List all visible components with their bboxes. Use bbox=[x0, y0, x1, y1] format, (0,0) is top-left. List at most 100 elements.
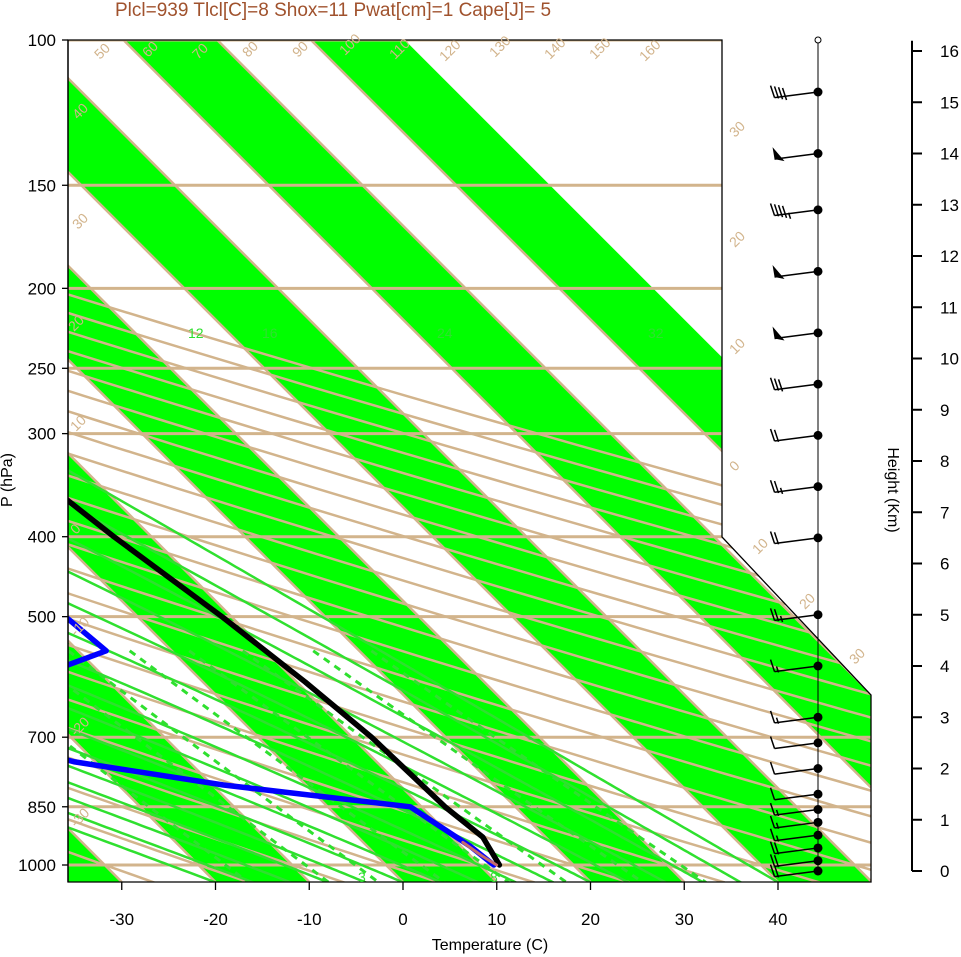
mixing-ratio-line bbox=[312, 649, 644, 882]
dry-adiabat bbox=[68, 40, 871, 882]
wind-barb-pennant bbox=[772, 265, 785, 280]
wind-barb-full bbox=[769, 203, 776, 216]
moist-adiabat bbox=[68, 287, 592, 882]
series-parcel-line bbox=[461, 840, 499, 867]
isotherm-label: 30 bbox=[69, 210, 91, 232]
dry-adiabat bbox=[68, 40, 871, 882]
temperature-tick-label: -30 bbox=[109, 910, 134, 929]
moist-adiabat bbox=[68, 287, 367, 882]
dry-adiabat bbox=[68, 40, 871, 882]
dry-adiabat bbox=[68, 40, 871, 882]
wind-barb-full bbox=[777, 204, 784, 218]
x-axis-label: Temperature (C) bbox=[432, 937, 548, 954]
moist-adiabat bbox=[68, 287, 480, 882]
wind-barb-full bbox=[769, 85, 776, 98]
wind-barb-shaft bbox=[774, 793, 819, 801]
mixing-ratio-line bbox=[68, 649, 380, 882]
temperature-band bbox=[68, 40, 685, 882]
wind-barb-full bbox=[773, 865, 780, 878]
wind-barb-shaft bbox=[774, 821, 819, 829]
temperature-tick-label: 40 bbox=[769, 910, 788, 929]
wind-barb-full bbox=[781, 205, 788, 219]
isotherm-label: 0 bbox=[726, 457, 743, 474]
isotherm-line bbox=[122, 40, 871, 882]
wind-barb-shaft bbox=[774, 767, 819, 775]
height-tick-label: 7 bbox=[940, 503, 949, 522]
wind-barb-full bbox=[773, 532, 780, 545]
temperature-tick-label: 20 bbox=[581, 910, 600, 929]
wind-barb-pennant bbox=[772, 147, 785, 162]
isotherm-label: 130 bbox=[486, 32, 514, 60]
height-tick-label: 2 bbox=[940, 760, 949, 779]
wind-top-marker bbox=[814, 36, 822, 44]
mixing-ratio-line bbox=[370, 649, 707, 882]
dry-adiabat bbox=[68, 40, 821, 882]
wind-barb-half bbox=[787, 212, 792, 219]
isotherm-label: 150 bbox=[586, 34, 614, 62]
pressure-tick-label: 500 bbox=[28, 608, 56, 627]
y-axis-label: P (hPa) bbox=[0, 453, 16, 507]
wind-barb-half bbox=[775, 666, 780, 673]
wind-barb-shaft bbox=[774, 834, 819, 842]
pressure-tick-label: 400 bbox=[28, 528, 56, 547]
height-tick-label: 15 bbox=[940, 93, 959, 112]
mixing-ratio-label: 32 bbox=[648, 325, 664, 341]
wind-barb-full bbox=[769, 480, 776, 493]
dry-adiabat bbox=[68, 40, 871, 882]
isotherm-line bbox=[68, 40, 871, 882]
wind-barb-shaft bbox=[774, 434, 819, 442]
chart-header: Plcl=939 Tlcl[C]=8 Shox=11 Pwat[cm]=1 Ca… bbox=[115, 0, 552, 21]
wind-barb-full bbox=[769, 608, 776, 621]
wind-barb-full bbox=[773, 608, 780, 622]
wind-barb-full bbox=[773, 378, 780, 391]
wind-barb-half bbox=[775, 717, 780, 724]
moist-adiabat bbox=[68, 287, 742, 882]
dry-adiabat bbox=[68, 40, 250, 882]
isotherm-line bbox=[68, 40, 311, 882]
moist-adiabat bbox=[68, 287, 254, 882]
wind-barb-shaft bbox=[774, 665, 819, 673]
mixing-ratio-line bbox=[188, 649, 510, 882]
mixing-ratio-label: 3 bbox=[358, 869, 366, 885]
moist-adiabat bbox=[68, 287, 630, 882]
wind-barb-shaft bbox=[774, 742, 819, 750]
wind-barb-full bbox=[781, 87, 788, 101]
pressure-tick-label: 300 bbox=[28, 425, 56, 444]
wind-barb-shaft bbox=[774, 716, 819, 724]
isotherm-line bbox=[68, 40, 404, 882]
moist-adiabat bbox=[68, 287, 705, 882]
height-tick-label: 11 bbox=[940, 298, 958, 317]
wind-barb-half bbox=[775, 809, 780, 817]
height-tick-label: 6 bbox=[940, 555, 949, 574]
height-tick-label: 1 bbox=[940, 811, 949, 830]
wind-barb-full bbox=[769, 428, 776, 442]
dry-adiabat bbox=[68, 40, 871, 882]
isotherm-line bbox=[68, 40, 217, 882]
wind-barb-full bbox=[777, 87, 784, 100]
mixing-ratio-line bbox=[128, 649, 446, 882]
wind-barb-full bbox=[769, 761, 776, 775]
mixing-ratio-labels: 12 16 24 32 3 8 bbox=[188, 325, 664, 885]
isotherm-label: 50 bbox=[91, 40, 113, 62]
moist-adiabat bbox=[68, 287, 517, 882]
mixing-ratio-line bbox=[68, 649, 330, 882]
wind-barb-full bbox=[769, 802, 776, 816]
wind-barb-full bbox=[769, 854, 776, 867]
height-tick-label: 5 bbox=[940, 606, 949, 625]
wind-profile bbox=[769, 36, 823, 878]
moist-adiabat bbox=[68, 287, 217, 882]
isotherm-label: 30 bbox=[846, 645, 868, 667]
wind-barb-full bbox=[769, 377, 776, 391]
wind-barb-full bbox=[769, 659, 776, 672]
wind-barb-full bbox=[769, 864, 776, 877]
moist-adiabat bbox=[68, 287, 442, 882]
dry-adiabat bbox=[68, 40, 630, 882]
pressure-tick-label: 700 bbox=[28, 728, 56, 747]
dry-adiabat bbox=[68, 40, 871, 882]
isotherm-label: 30 bbox=[726, 118, 748, 140]
height-tick-label: 8 bbox=[940, 452, 949, 471]
isotherm-label: 140 bbox=[541, 34, 569, 62]
wind-barb-full bbox=[773, 429, 780, 443]
wind-barb-full bbox=[773, 86, 780, 99]
